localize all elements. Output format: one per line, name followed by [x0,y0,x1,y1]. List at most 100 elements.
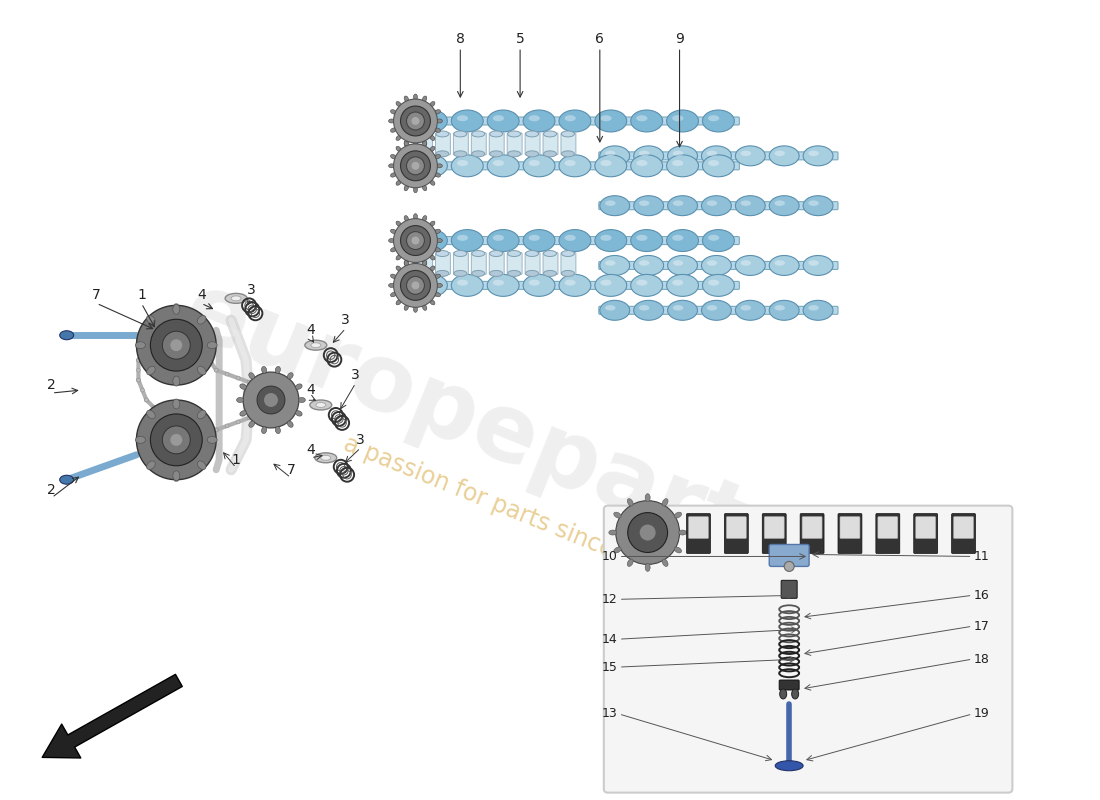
Ellipse shape [436,270,449,277]
Ellipse shape [436,131,449,137]
Ellipse shape [529,235,540,241]
Ellipse shape [59,330,74,340]
Ellipse shape [672,235,683,241]
Circle shape [411,117,419,125]
Circle shape [205,353,208,357]
Ellipse shape [601,115,612,122]
Ellipse shape [490,131,503,137]
Ellipse shape [59,475,74,484]
Ellipse shape [298,398,306,402]
Ellipse shape [740,260,751,266]
Circle shape [167,314,170,318]
Circle shape [174,428,178,432]
FancyBboxPatch shape [878,517,898,538]
Ellipse shape [456,115,469,122]
Text: 12: 12 [602,593,618,606]
Ellipse shape [507,250,520,257]
Ellipse shape [507,151,520,157]
Circle shape [394,99,438,143]
Ellipse shape [605,150,616,156]
Ellipse shape [630,155,662,177]
Circle shape [407,277,425,294]
Ellipse shape [769,255,799,275]
FancyBboxPatch shape [952,514,976,554]
Ellipse shape [390,110,396,114]
Ellipse shape [226,294,248,303]
Ellipse shape [808,201,818,206]
Ellipse shape [529,280,540,286]
Ellipse shape [526,270,539,277]
Ellipse shape [262,426,266,434]
Ellipse shape [524,110,556,132]
Ellipse shape [803,146,833,166]
Text: 3: 3 [246,283,255,298]
Circle shape [174,306,178,310]
Ellipse shape [456,160,469,166]
Ellipse shape [275,426,280,434]
Ellipse shape [135,436,145,443]
Ellipse shape [451,110,483,132]
Circle shape [136,378,141,382]
Ellipse shape [240,384,246,390]
Ellipse shape [605,260,616,266]
Circle shape [144,398,148,402]
Circle shape [411,237,419,245]
Ellipse shape [390,230,396,234]
Ellipse shape [636,280,648,286]
Ellipse shape [634,255,663,275]
Ellipse shape [240,410,246,416]
Ellipse shape [472,270,485,277]
Ellipse shape [414,142,418,148]
Ellipse shape [388,283,395,287]
Ellipse shape [595,230,627,251]
Ellipse shape [421,160,432,166]
Ellipse shape [422,141,427,146]
FancyBboxPatch shape [418,133,432,155]
Ellipse shape [706,201,717,206]
Ellipse shape [451,230,483,251]
Ellipse shape [679,530,686,535]
Circle shape [174,478,178,482]
Ellipse shape [416,155,448,177]
FancyBboxPatch shape [800,514,824,554]
FancyBboxPatch shape [764,517,784,538]
Ellipse shape [421,280,432,286]
Ellipse shape [451,274,483,296]
Ellipse shape [316,402,326,407]
Ellipse shape [404,215,408,222]
Text: 2: 2 [47,482,56,497]
Ellipse shape [390,154,396,159]
Ellipse shape [146,315,155,324]
Ellipse shape [396,180,402,186]
Ellipse shape [173,470,179,481]
Ellipse shape [472,151,485,157]
Ellipse shape [559,110,591,132]
Ellipse shape [524,230,556,251]
Ellipse shape [668,300,697,320]
Ellipse shape [487,274,519,296]
Ellipse shape [703,155,735,177]
Ellipse shape [416,230,448,251]
Text: 15: 15 [602,661,618,674]
Ellipse shape [414,306,418,312]
Ellipse shape [305,340,327,350]
Ellipse shape [493,160,504,166]
Circle shape [214,368,218,372]
Circle shape [174,476,178,480]
Circle shape [144,398,148,402]
Ellipse shape [434,274,440,278]
Ellipse shape [434,230,440,234]
Circle shape [182,469,186,473]
Ellipse shape [702,300,732,320]
Ellipse shape [543,270,557,277]
FancyBboxPatch shape [436,133,450,155]
Ellipse shape [667,110,698,132]
Text: 19: 19 [974,707,989,721]
Ellipse shape [434,128,440,132]
Circle shape [174,476,178,480]
Text: 14: 14 [602,633,618,646]
Text: 4: 4 [307,443,316,457]
Ellipse shape [627,498,634,506]
Ellipse shape [396,221,402,226]
Ellipse shape [437,119,442,123]
